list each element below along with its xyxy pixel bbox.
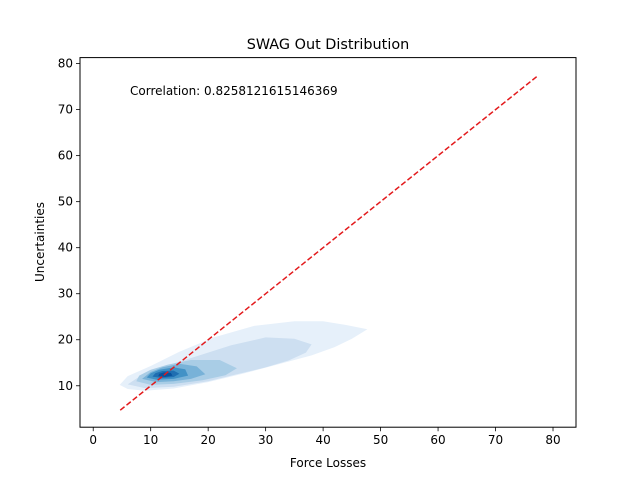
- x-axis-ticks: 0 10 20 30 40 50 60 70 80: [89, 427, 561, 447]
- x-tick-label: 30: [258, 433, 273, 447]
- x-tick-label: 10: [143, 433, 158, 447]
- y-tick-label: 70: [58, 103, 73, 117]
- plot-frame: [79, 57, 577, 428]
- correlation-annotation: Correlation: 0.8258121615146369: [130, 84, 338, 98]
- y-axis-ticks: 10 20 30 40 50 60 70 80: [58, 57, 80, 393]
- y-tick-label: 20: [58, 333, 73, 347]
- y-axis-label: Uncertainties: [33, 202, 47, 282]
- x-tick-label: 60: [430, 433, 445, 447]
- x-tick-label: 40: [315, 433, 330, 447]
- reference-line: [119, 75, 538, 411]
- x-axis-label: Force Losses: [290, 456, 366, 470]
- y-tick-label: 50: [58, 195, 73, 209]
- x-tick-label: 70: [488, 433, 503, 447]
- y-tick-label: 30: [58, 287, 73, 301]
- chart-title: SWAG Out Distribution: [247, 37, 410, 53]
- y-tick-label: 80: [58, 57, 73, 71]
- x-tick-label: 0: [89, 433, 97, 447]
- x-tick-label: 50: [373, 433, 388, 447]
- density-contours: [119, 321, 368, 391]
- x-tick-label: 20: [201, 433, 216, 447]
- y-tick-label: 60: [58, 149, 73, 163]
- y-tick-label: 10: [58, 379, 73, 393]
- x-tick-label: 80: [545, 433, 560, 447]
- y-tick-label: 40: [58, 241, 73, 255]
